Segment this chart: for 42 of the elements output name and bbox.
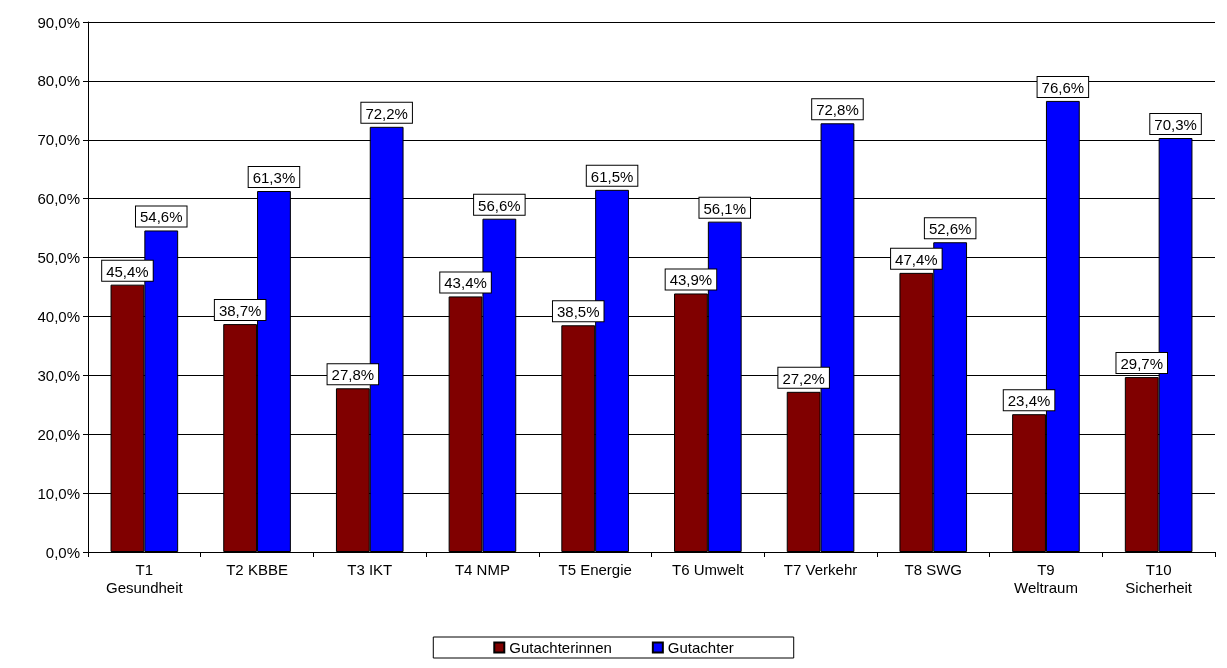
x-tick-label: T9 Weltraum xyxy=(1014,560,1078,596)
y-tick-label: 80,0% xyxy=(37,72,80,90)
x-tick-label: T1 Gesundheit xyxy=(105,560,184,596)
x-tick-label: T5 Energie xyxy=(558,560,632,578)
data-label: 52,6% xyxy=(928,220,972,238)
data-label: 56,1% xyxy=(703,199,747,217)
legend-label: Gutachterinnen xyxy=(509,639,612,656)
y-tick-label: 10,0% xyxy=(37,484,80,502)
y-tick-label: 0,0% xyxy=(45,543,80,561)
data-label: 61,3% xyxy=(252,169,296,187)
data-label: 43,4% xyxy=(444,274,487,292)
x-tick-label: T8 SWG xyxy=(904,560,963,578)
data-label: 47,4% xyxy=(895,250,938,268)
data-label: 61,5% xyxy=(590,167,634,185)
data-label: 76,6% xyxy=(1041,78,1085,96)
y-tick-label: 50,0% xyxy=(37,249,80,267)
data-label: 43,9% xyxy=(669,271,713,289)
data-label: 23,4% xyxy=(1007,392,1051,410)
data-label: 38,5% xyxy=(556,303,600,321)
x-tick-label: T7 Verkehr xyxy=(783,560,858,578)
y-tick-label: 30,0% xyxy=(37,366,80,384)
data-label: 72,8% xyxy=(816,101,859,119)
x-tick-label: T6 Umwelt xyxy=(672,560,745,578)
data-label: 70,3% xyxy=(1154,116,1197,134)
data-label: 27,2% xyxy=(782,369,825,387)
x-tick-label: T3 IKT xyxy=(347,560,393,578)
data-label: 56,6% xyxy=(478,196,521,214)
y-tick-label: 20,0% xyxy=(37,425,80,443)
x-tick-label: T10 Sicherheit xyxy=(1125,560,1193,596)
data-label: 38,7% xyxy=(218,302,262,320)
data-label: 72,2% xyxy=(365,104,408,122)
y-tick-label: 40,0% xyxy=(37,307,80,325)
data-label: 29,7% xyxy=(1120,355,1164,373)
data-label: 54,6% xyxy=(139,208,183,226)
data-label: 45,4% xyxy=(106,262,149,280)
y-tick-label: 60,0% xyxy=(37,190,80,208)
y-tick-label: 70,0% xyxy=(37,131,80,149)
legend-label: Gutachter xyxy=(667,639,734,656)
x-tick-label: T4 NMP xyxy=(454,560,510,578)
data-label: 27,8% xyxy=(331,366,375,384)
x-tick-label: T2 KBBE xyxy=(226,560,288,578)
y-tick-label: 90,0% xyxy=(37,13,80,31)
